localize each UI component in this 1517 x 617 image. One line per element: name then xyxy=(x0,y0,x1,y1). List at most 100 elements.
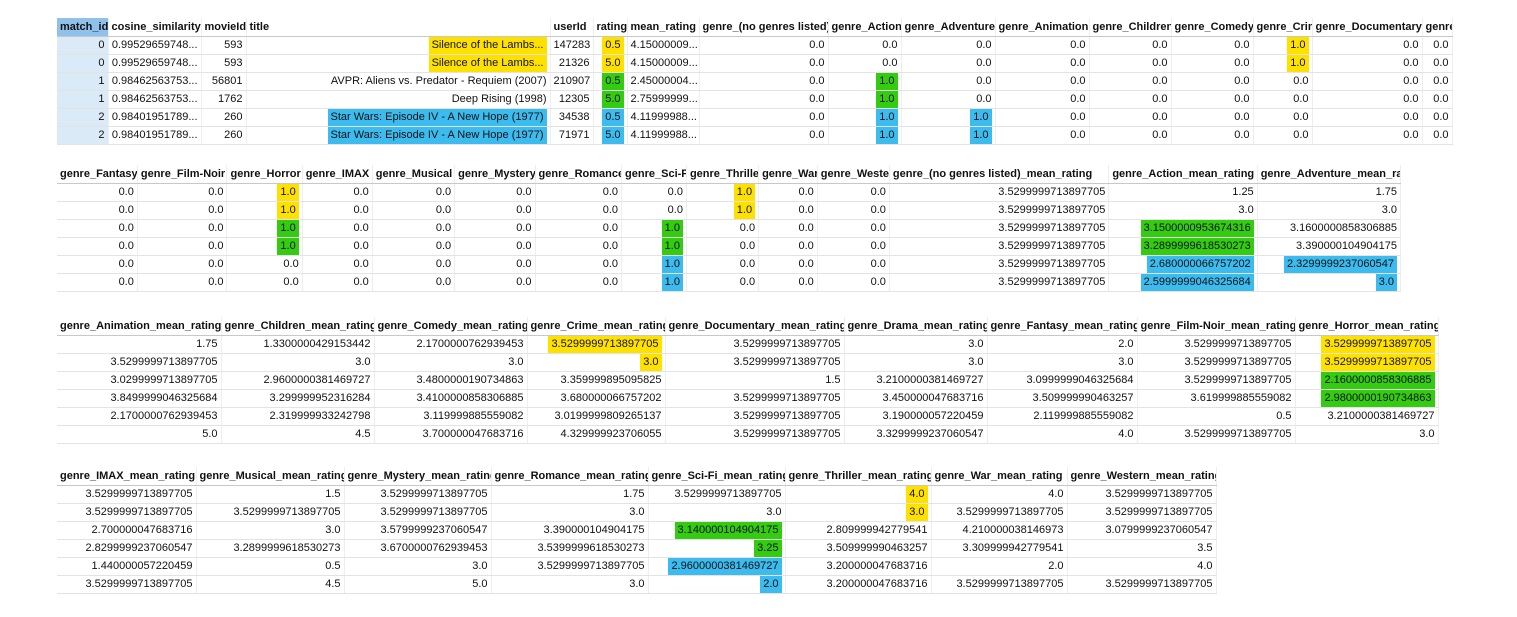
cell-userid[interactable]: 71971 xyxy=(550,126,594,145)
column-header-genre-thriller-mean-rating[interactable]: genre_Thriller_mean_rating xyxy=(785,467,932,486)
cell-genre-thriller-mean-rating[interactable]: 3.200000047683716 xyxy=(785,557,932,576)
cell-genre-romance-mean-rating[interactable]: 1.75 xyxy=(491,485,649,504)
cell-genre-horror-mean-rating[interactable]: 2.1600000858306885 xyxy=(1295,371,1439,390)
column-header-genre-comedy[interactable]: genre_Comedy xyxy=(1171,18,1254,37)
cell-genre-comedy[interactable]: 0.0 xyxy=(1171,90,1254,109)
cell-genre-thriller-mean-rating[interactable]: 3.509999990463257 xyxy=(785,539,932,558)
cell-genre-children[interactable]: 0.0 xyxy=(1089,126,1172,145)
cell-genre-drama-mean-rating[interactable]: 3.0 xyxy=(844,335,988,354)
cell-genre-action-mean-rating[interactable]: 1.25 xyxy=(1108,183,1258,202)
cell-genre-war-mean-rating[interactable]: 3.309999942779541 xyxy=(931,539,1068,558)
cell-genre-crime[interactable]: 0.0 xyxy=(1253,108,1313,127)
cell-match-id[interactable]: 1 xyxy=(57,72,109,91)
cell-genre-horror-mean-rating[interactable]: 3.2100000381469727 xyxy=(1295,407,1439,426)
cell-genre-romance[interactable]: 0.0 xyxy=(535,237,623,256)
cell-genre-crime-mean-rating[interactable]: 3.680000066757202 xyxy=(527,389,666,408)
cell-mean-rating[interactable]: 4.11999988... xyxy=(627,108,700,127)
cell-genre-fantasy-mean-rating[interactable]: 4.0 xyxy=(987,425,1138,444)
column-header-genre-romance[interactable]: genre_Romance xyxy=(535,165,623,184)
cell-genre-film-noir[interactable]: 0.0 xyxy=(137,219,228,238)
cell-genre-crime[interactable]: 0.0 xyxy=(1253,126,1313,145)
column-header-genre-film-noir-mean-rating[interactable]: genre_Film-Noir_mean_rating xyxy=(1137,317,1296,336)
cell-genre-imax[interactable]: 0.0 xyxy=(302,183,373,202)
cell-genre-crime[interactable]: 0.0 xyxy=(1253,72,1313,91)
cell-genre-mystery-mean-rating[interactable]: 5.0 xyxy=(344,575,492,594)
cell-genre-thriller-mean-rating[interactable]: 3.0 xyxy=(785,503,932,522)
cell-genre-western-mean-rating[interactable]: 3.5299999713897705 xyxy=(1067,575,1217,594)
column-header-genre-adventure[interactable]: genre_Adventure xyxy=(901,18,996,37)
cell-genre-documentary[interactable]: 0.0 xyxy=(1312,90,1423,109)
column-header-genre-comedy-mean-rating[interactable]: genre_Comedy_mean_rating xyxy=(374,317,528,336)
column-header-genre-musical-mean-rating[interactable]: genre_Musical_mean_rating xyxy=(196,467,345,486)
cell-genre-animation-mean-rating[interactable]: 3.5299999713897705 xyxy=(57,353,222,372)
cell-genre-no-genres-listed[interactable]: 0.0 xyxy=(699,126,829,145)
cell-genre-comedy-mean-rating[interactable]: 2.1700000762939453 xyxy=(374,335,528,354)
cell-genre-adventure[interactable]: 1.0 xyxy=(901,126,996,145)
column-header-genre-animation-mean-rating[interactable]: genre_Animation_mean_rating xyxy=(57,317,222,336)
column-header-genre-action-mean-rating[interactable]: genre_Action_mean_rating xyxy=(1108,165,1258,184)
cell-genre-musical[interactable]: 0.0 xyxy=(372,219,456,238)
cell-genre-fantasy-mean-rating[interactable]: 2.119999885559082 xyxy=(987,407,1138,426)
column-header-genre-documentary-mean-rating[interactable]: genre_Documentary_mean_rating xyxy=(665,317,845,336)
cell-cosine-similarity[interactable]: 0.98401951789... xyxy=(108,108,202,127)
cell-genre-children[interactable]: 0.0 xyxy=(1089,36,1172,55)
cell-genre-musical-mean-rating[interactable]: 3.5299999713897705 xyxy=(196,503,345,522)
column-header-title[interactable]: title xyxy=(246,18,551,37)
cell-genre-children[interactable]: 0.0 xyxy=(1089,72,1172,91)
cell-genre-mystery-mean-rating[interactable]: 3.0 xyxy=(344,557,492,576)
cell-mean-rating[interactable]: 4.11999988... xyxy=(627,126,700,145)
cell-genre-film-noir[interactable]: 0.0 xyxy=(137,237,228,256)
cell-genre-horror-mean-rating[interactable]: 3.0 xyxy=(1295,425,1439,444)
cell-genre-fantasy-mean-rating[interactable]: 3.509999990463257 xyxy=(987,389,1138,408)
cell-genre-comedy-mean-rating[interactable]: 3.4800000190734863 xyxy=(374,371,528,390)
cell-genre-drama-mean-rating[interactable]: 3.2100000381469727 xyxy=(844,371,988,390)
cell-genre-musical-mean-rating[interactable]: 0.5 xyxy=(196,557,345,576)
cell-genre-drama[interactable]: 0.0 xyxy=(1422,90,1453,109)
cell-genre-no-genres-listed-mean-rating[interactable]: 3.5299999713897705 xyxy=(889,219,1110,238)
cell-genre-children-mean-rating[interactable]: 1.3300000429153442 xyxy=(221,335,375,354)
cell-genre-action[interactable]: 1.0 xyxy=(828,108,902,127)
cell-genre-sci-fi-mean-rating[interactable]: 3.25 xyxy=(648,539,786,558)
cell-genre-horror[interactable]: 1.0 xyxy=(226,201,303,220)
cell-genre-action-mean-rating[interactable]: 2.5999999046325684 xyxy=(1108,273,1258,292)
cell-genre-adventure-mean-rating[interactable]: 3.390000104904175 xyxy=(1257,237,1402,256)
column-header-rating[interactable]: rating xyxy=(593,18,628,37)
cell-genre-western[interactable]: 0.0 xyxy=(817,273,890,292)
cell-genre-no-genres-listed[interactable]: 0.0 xyxy=(699,72,829,91)
column-header-match-id[interactable]: match_id xyxy=(57,18,109,37)
cell-genre-fantasy[interactable]: 0.0 xyxy=(57,273,138,292)
cell-genre-adventure[interactable]: 1.0 xyxy=(901,108,996,127)
cell-genre-crime[interactable]: 1.0 xyxy=(1253,54,1313,73)
cell-genre-drama-mean-rating[interactable]: 3.190000057220459 xyxy=(844,407,988,426)
cell-genre-children[interactable]: 0.0 xyxy=(1089,54,1172,73)
column-header-genre-mystery[interactable]: genre_Mystery xyxy=(454,165,536,184)
column-header-genre-crime[interactable]: genre_Crime xyxy=(1253,18,1313,37)
cell-mean-rating[interactable]: 2.45000004... xyxy=(627,72,700,91)
cell-title[interactable]: Silence of the Lambs... xyxy=(246,54,551,73)
cell-genre-sci-fi-mean-rating[interactable]: 3.0 xyxy=(648,503,786,522)
cell-genre-imax-mean-rating[interactable]: 2.700000047683716 xyxy=(57,521,197,540)
column-header-genre-drama-mean-rating[interactable]: genre_Drama_mean_rating xyxy=(844,317,988,336)
cell-genre-film-noir[interactable]: 0.0 xyxy=(137,255,228,274)
cell-userid[interactable]: 34538 xyxy=(550,108,594,127)
cell-genre-imax-mean-rating[interactable]: 3.5299999713897705 xyxy=(57,575,197,594)
cell-genre-horror[interactable]: 1.0 xyxy=(226,183,303,202)
cell-genre-mystery[interactable]: 0.0 xyxy=(454,237,536,256)
cell-cosine-similarity[interactable]: 0.99529659748... xyxy=(108,36,202,55)
cell-genre-no-genres-listed-mean-rating[interactable]: 3.5299999713897705 xyxy=(889,237,1110,256)
cell-genre-comedy[interactable]: 0.0 xyxy=(1171,36,1254,55)
column-header-genre-adventure-mean-rating[interactable]: genre_Adventure_mean_rating xyxy=(1257,165,1402,184)
cell-genre-animation-mean-rating[interactable]: 3.0299999713897705 xyxy=(57,371,222,390)
cell-genre-mystery[interactable]: 0.0 xyxy=(454,219,536,238)
cell-genre-musical[interactable]: 0.0 xyxy=(372,237,456,256)
cell-movieid[interactable]: 260 xyxy=(201,108,247,127)
column-header-genre-sci-fi[interactable]: genre_Sci-Fi xyxy=(621,165,687,184)
cell-cosine-similarity[interactable]: 0.98462563753... xyxy=(108,72,202,91)
cell-genre-crime-mean-rating[interactable]: 3.359999895095825 xyxy=(527,371,666,390)
column-header-userid[interactable]: userId xyxy=(550,18,594,37)
cell-title[interactable]: Deep Rising (1998) xyxy=(246,90,551,109)
cell-genre-horror-mean-rating[interactable]: 3.5299999713897705 xyxy=(1295,353,1439,372)
cell-movieid[interactable]: 56801 xyxy=(201,72,247,91)
cell-genre-fantasy-mean-rating[interactable]: 3.0999999046325684 xyxy=(987,371,1138,390)
cell-genre-western[interactable]: 0.0 xyxy=(817,237,890,256)
